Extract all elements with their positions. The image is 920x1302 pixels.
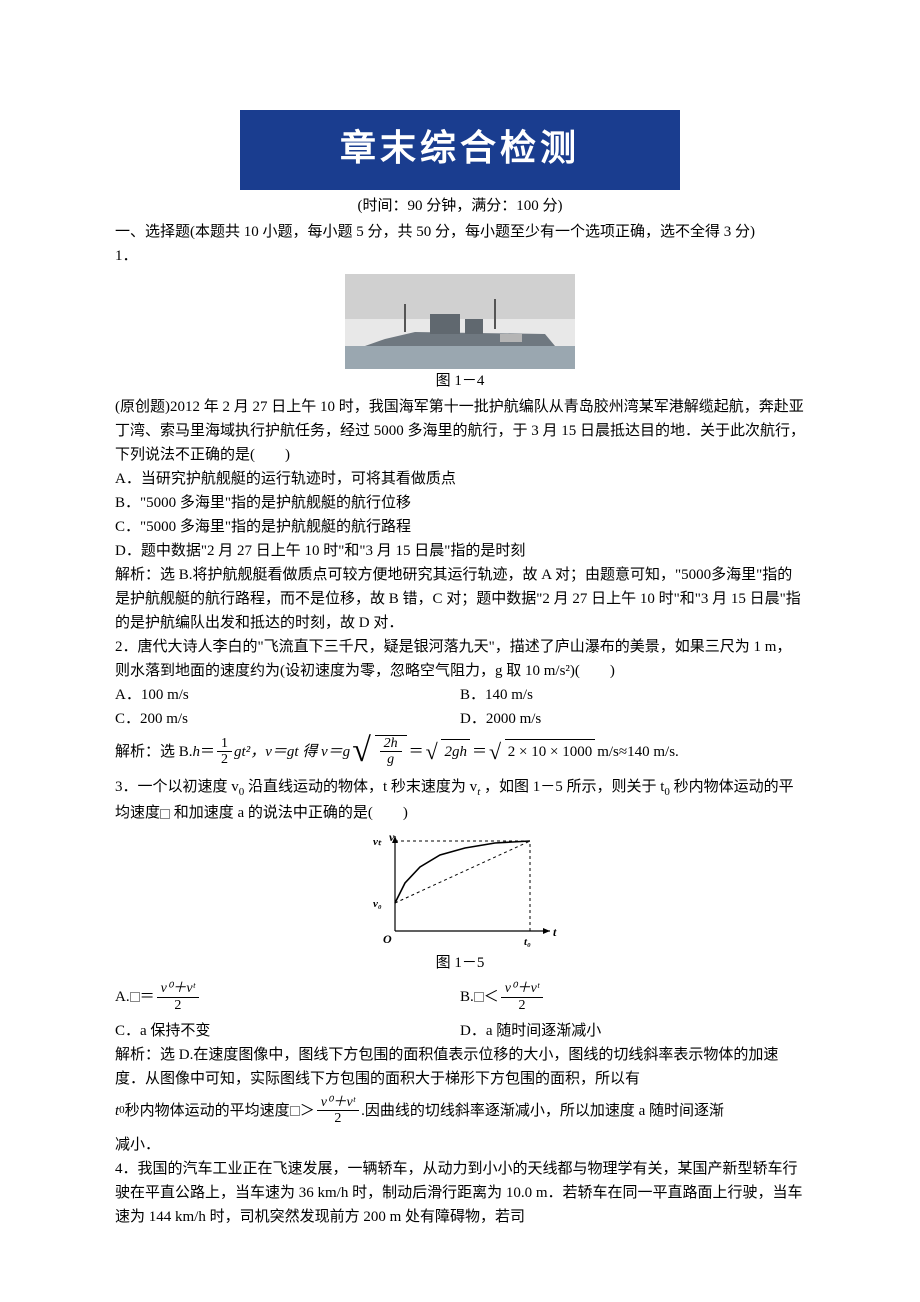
q2-option-c: C．200 m/s xyxy=(115,707,460,731)
q3-sol-frac: v⁰＋vᵗ 2 xyxy=(317,1095,359,1127)
q3-sol-b-mid: 秒内物体运动的平均速度 xyxy=(125,1099,290,1123)
vbar-placeholder-icon xyxy=(474,992,484,1002)
q2-frac-half: 1 2 xyxy=(217,736,232,768)
q2-options-row2: C．200 m/s D．2000 m/s xyxy=(115,707,805,731)
q1-solution: 解析：选 B.将护航舰艇看做质点可较方便地研究其运行轨迹，故 A 对；由题意可知… xyxy=(115,563,805,635)
q1-option-d: D．题中数据"2 月 27 日上午 10 时"和"3 月 15 日晨"指的是时刻 xyxy=(115,539,805,563)
opt-a-mid: ＝ xyxy=(140,985,155,1009)
svg-text:O: O xyxy=(383,932,392,946)
q2-sol-prefix: 解析：选 B. xyxy=(115,740,193,764)
q3-option-b: B. ＜ v⁰＋vᵗ 2 xyxy=(460,981,805,1013)
q2-option-b: B．140 m/s xyxy=(460,683,805,707)
q1-stem: (原创题)2012 年 2 月 27 日上午 10 时，我国海军第十一批护航编队… xyxy=(115,395,805,467)
q3-sol-b-gt: ＞ xyxy=(300,1099,315,1123)
q1-number: 1． xyxy=(115,244,805,268)
vbar-placeholder-icon xyxy=(290,1106,300,1116)
q3-sol-b-tail: .因曲线的切线斜率逐渐减小，所以加速度 a 随时间逐渐 xyxy=(361,1099,724,1123)
svg-text:v: v xyxy=(389,831,395,844)
opt-b-pre: B. xyxy=(460,985,474,1009)
frac-num: v⁰＋vᵗ xyxy=(317,1095,359,1111)
sqrt-sign-icon: √ xyxy=(489,741,501,763)
q3-option-a: A. ＝ v⁰＋vᵗ 2 xyxy=(115,981,460,1013)
q3-option-c: C．a 保持不变 xyxy=(115,1019,460,1043)
sqrt-body: 2 × 10 × 1000 xyxy=(505,739,595,764)
q2-sqrt3: √ 2 × 10 × 1000 xyxy=(489,739,595,764)
q1-fig-caption: 图 1－4 xyxy=(115,369,805,393)
frac-den: 2 xyxy=(157,998,199,1013)
q3-stem-b: 沿直线运动的物体，t 秒末速度为 v xyxy=(248,779,477,795)
sqrt-sign-icon: √ xyxy=(426,741,438,763)
sqrt-sign-icon: √ xyxy=(352,734,371,768)
section-intro: 一、选择题(本题共 10 小题，每小题 5 分，共 50 分，每小题至少有一个选… xyxy=(115,220,805,244)
vbar-placeholder-icon xyxy=(130,992,140,1002)
frac-den: 2 xyxy=(317,1111,359,1126)
q2-eq2: ＝ xyxy=(409,740,424,764)
q3-stem-e: 和加速度 a 的说法中正确的是( ) xyxy=(174,805,408,821)
sqrt-body: 2gh xyxy=(441,739,470,764)
q1-option-c: C．"5000 多海里"指的是护航舰艇的航行路程 xyxy=(115,515,805,539)
q3-sol-c: 减小． xyxy=(115,1133,805,1157)
vbar-placeholder-icon xyxy=(160,809,170,819)
sqrt-body: 2h g xyxy=(375,735,407,768)
opt-b-frac: v⁰＋vᵗ 2 xyxy=(501,981,543,1013)
q2-vgt: v＝gt 得 v＝g xyxy=(265,740,350,764)
q3-stem-a: 3．一个以初速度 v xyxy=(115,779,239,795)
svg-text:t: t xyxy=(553,925,557,939)
q3-velocity-graph: Ov t v₀ vₜ t₀ xyxy=(360,831,560,951)
q2-eq1: ＝ xyxy=(200,740,215,764)
frac-num: 2h xyxy=(380,736,402,752)
opt-b-mid: ＜ xyxy=(484,985,499,1009)
q2-options-row1: A．100 m/s B．140 m/s xyxy=(115,683,805,707)
q3-fig-caption: 图 1－5 xyxy=(115,951,805,975)
frac-den: 2 xyxy=(217,752,232,767)
frac-num: 1 xyxy=(217,736,232,752)
q2-stem: 2．唐代大诗人李白的"飞流直下三千尺，疑是银河落九天"，描述了庐山瀑布的美景，如… xyxy=(115,635,805,683)
q2-gt2: gt²， xyxy=(234,740,265,764)
frac-den: g xyxy=(380,752,402,767)
q2-solution: 解析：选 B. h ＝ 1 2 gt²， v＝gt 得 v＝g √ 2h g ＝… xyxy=(115,735,805,769)
q2-sol-tail: m/s≈140 m/s. xyxy=(597,740,679,764)
chapter-banner: 章末综合检测 xyxy=(240,110,680,190)
opt-a-pre: A. xyxy=(115,985,130,1009)
frac-num: v⁰＋vᵗ xyxy=(157,981,199,997)
q3-stem-c: ，如图 1－5 所示，则关于 t xyxy=(484,779,664,795)
q2-sqrt2: √ 2gh xyxy=(426,739,470,764)
q1-option-b: B．"5000 多海里"指的是护航舰艇的航行位移 xyxy=(115,491,805,515)
q2-sqrt1: √ 2h g xyxy=(352,735,406,769)
svg-text:vₜ: vₜ xyxy=(373,836,382,848)
frac-num: v⁰＋vᵗ xyxy=(501,981,543,997)
q2-option-d: D．2000 m/s xyxy=(460,707,805,731)
opt-a-frac: v⁰＋vᵗ 2 xyxy=(157,981,199,1013)
q2-option-a: A．100 m/s xyxy=(115,683,460,707)
q3-options-row1: A. ＝ v⁰＋vᵗ 2 B. ＜ v⁰＋vᵗ 2 xyxy=(115,977,805,1019)
ship-image xyxy=(345,274,575,369)
exam-meta: (时间：90 分钟，满分：100 分) xyxy=(115,194,805,218)
q4-stem: 4．我国的汽车工业正在飞速发展，一辆轿车，从动力到小小的天线都与物理学有关，某国… xyxy=(115,1157,805,1229)
frac-den: 2 xyxy=(501,998,543,1013)
svg-text:t₀: t₀ xyxy=(524,936,531,948)
q3-stem: 3．一个以初速度 v0 沿直线运动的物体，t 秒末速度为 vt ，如图 1－5 … xyxy=(115,775,805,826)
q3-options-row2: C．a 保持不变 D．a 随时间逐渐减小 xyxy=(115,1019,805,1043)
q2-h: h xyxy=(193,740,201,764)
q2-eq3: ＝ xyxy=(472,740,487,764)
q3-sol-a: 解析：选 D.在速度图像中，图线下方包围的面积值表示位移的大小，图线的切线斜率表… xyxy=(115,1043,805,1091)
q1-option-a: A．当研究护航舰艇的运行轨迹时，可将其看做质点 xyxy=(115,467,805,491)
q3-option-d: D．a 随时间逐渐减小 xyxy=(460,1019,805,1043)
svg-text:v₀: v₀ xyxy=(373,898,382,910)
q3-sol-b: t0 秒内物体运动的平均速度 ＞ v⁰＋vᵗ 2 .因曲线的切线斜率逐渐减小，所… xyxy=(115,1095,805,1127)
